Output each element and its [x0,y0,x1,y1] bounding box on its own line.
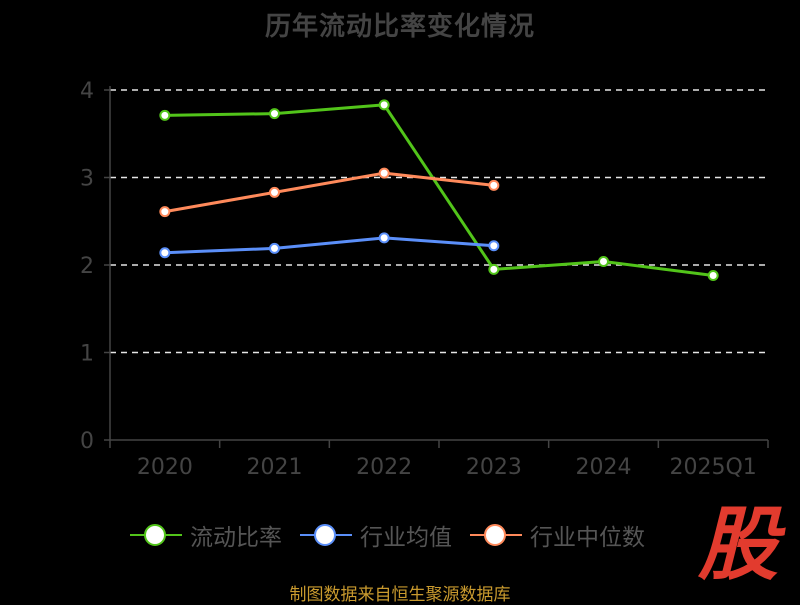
data-point [598,256,609,267]
data-point [159,206,171,218]
data-point [488,240,500,252]
x-tick-label: 2021 [247,455,303,480]
series-line [164,103,714,277]
series-line [164,236,494,255]
grid-lines [110,89,768,354]
data-point [269,108,280,120]
y-tick-label: 3 [80,167,94,192]
x-tick-label: 2023 [466,455,522,480]
series-line [164,171,494,214]
data-point [269,242,280,254]
legend-label: 流动比率 [190,525,282,551]
legend-marker-icon [300,523,352,547]
source-footer: 制图数据来自恒生聚源数据库 [289,585,511,605]
data-point [378,99,390,111]
y-tick-label: 4 [80,79,94,104]
legend-item[interactable]: 流动比率 [130,518,282,552]
data-point [378,167,390,179]
x-tick-label: 2022 [356,455,412,480]
x-tick-label: 2024 [576,455,632,480]
data-point [159,247,171,259]
legend-marker-icon [470,523,522,547]
y-tick-label: 1 [80,342,94,367]
legend-item[interactable]: 行业均值 [300,518,452,552]
legend-item[interactable]: 行业中位数 [470,518,645,552]
legend: 流动比率 行业均值 行业中位数 [130,518,645,552]
data-point [378,232,390,244]
series-lines [159,99,719,281]
y-tick-label: 0 [80,429,94,454]
brand-logo: 股 [698,498,778,591]
data-point [488,263,500,275]
chart-title: 历年流动比率变化情况 [264,12,535,42]
legend-label: 行业均值 [360,525,452,551]
axes: 0 1 2 3 4 2020 2021 2022 2023 2024 2025Q1 [80,79,769,480]
x-tick-label: 2025Q1 [670,455,757,480]
legend-label: 行业中位数 [530,525,645,551]
legend-marker-icon [130,523,182,547]
data-point [488,179,500,191]
data-point [707,270,719,281]
data-point [269,186,280,198]
data-point [159,109,171,121]
y-tick-label: 2 [80,254,94,279]
x-tick-label: 2020 [137,455,193,480]
